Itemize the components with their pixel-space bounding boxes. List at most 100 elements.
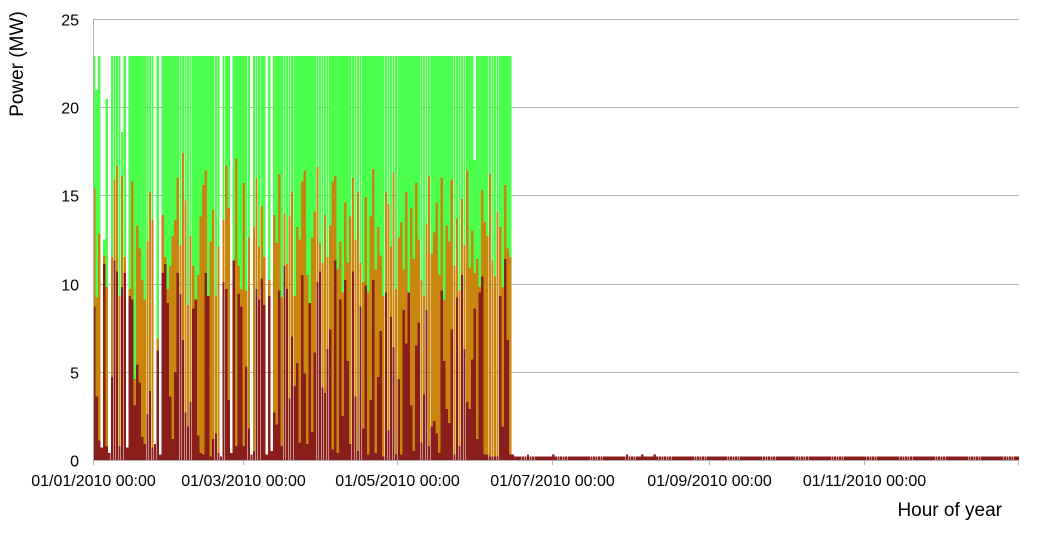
bar-series-2 xyxy=(280,297,284,460)
bar-series-2 xyxy=(412,258,415,460)
bar-series-2 xyxy=(298,239,301,460)
bar-series-3 xyxy=(450,329,454,460)
bar-series-2 xyxy=(184,200,187,460)
bar-series-2 xyxy=(366,292,370,460)
bar-series-3 xyxy=(950,456,953,460)
bar-series-2 xyxy=(331,181,334,461)
bar-series-3 xyxy=(907,456,910,460)
bar-series-3 xyxy=(554,456,558,460)
bar-series-1 xyxy=(468,56,471,460)
bar-series-3 xyxy=(108,452,111,460)
bar-series-3 xyxy=(882,456,885,460)
bar-series-3 xyxy=(947,456,951,460)
bar-series-1 xyxy=(422,56,426,460)
bar-series-3 xyxy=(953,456,956,460)
bar-series-3 xyxy=(694,456,697,460)
bar-series-2 xyxy=(486,235,489,460)
bar-series-3 xyxy=(344,280,347,460)
bar-series-3 xyxy=(724,456,728,460)
bar-series-3 xyxy=(790,456,793,460)
bar-series-3 xyxy=(755,456,758,460)
bar-series-3 xyxy=(346,361,350,460)
bar-series-2 xyxy=(290,191,294,460)
bar-series-3 xyxy=(549,456,552,460)
bar-series-2 xyxy=(450,179,454,460)
bar-series-3 xyxy=(138,382,141,460)
bar-series-3 xyxy=(1001,456,1004,460)
bar-series-1 xyxy=(133,56,136,460)
bar-series-3 xyxy=(214,433,218,460)
bar-series-3 xyxy=(932,456,936,460)
bar-series-3 xyxy=(1013,456,1017,460)
bar-series-1 xyxy=(237,56,240,460)
bar-series-2 xyxy=(275,243,278,460)
bar-series-1 xyxy=(501,56,504,460)
bar-series-3 xyxy=(301,274,304,460)
bar-series-3 xyxy=(128,295,131,460)
bar-series-3 xyxy=(257,299,261,460)
bar-series-2 xyxy=(148,191,152,460)
bar-series-3 xyxy=(849,456,852,460)
bar-series-3 xyxy=(742,456,745,460)
bar-series-3 xyxy=(542,456,545,460)
bar-series-3 xyxy=(630,456,634,460)
bar-series-3 xyxy=(666,456,669,460)
bar-series-3 xyxy=(186,426,190,460)
bar-series-3 xyxy=(633,456,636,460)
bar-series-3 xyxy=(191,308,195,460)
bar-series-3 xyxy=(937,456,941,460)
bar-series-1 xyxy=(245,56,248,460)
bar-series-3 xyxy=(628,456,631,460)
bar-series-3 xyxy=(595,456,598,460)
bar-series-3 xyxy=(288,398,291,460)
bar-series-1 xyxy=(197,56,200,460)
bar-series-2 xyxy=(420,280,423,460)
bar-series-1 xyxy=(321,56,324,460)
bar-series-2 xyxy=(458,290,461,460)
bar-series-3 xyxy=(1006,456,1009,460)
bar-series-3 xyxy=(580,456,583,460)
bar-series-3 xyxy=(836,456,839,460)
bar-series-3 xyxy=(478,292,481,460)
bar-series-3 xyxy=(894,456,898,460)
bar-series-3 xyxy=(800,456,804,460)
bar-series-2 xyxy=(306,274,309,460)
bar-series-3 xyxy=(567,456,570,460)
bar-series-2 xyxy=(313,211,317,460)
bar-series-1 xyxy=(308,56,311,460)
bar-series-3 xyxy=(668,456,672,460)
bar-series-3 xyxy=(240,306,243,460)
bar-series-2 xyxy=(186,304,190,460)
bar-series-1 xyxy=(361,56,365,460)
bar-series-3 xyxy=(620,456,624,460)
bar-series-3 xyxy=(169,396,172,460)
bar-series-2 xyxy=(242,183,246,461)
bar-series-3 xyxy=(331,449,334,460)
bar-series-2 xyxy=(273,214,276,460)
bar-series-3 xyxy=(838,456,842,460)
bar-series-3 xyxy=(608,456,611,460)
bar-series-2 xyxy=(169,265,172,460)
bar-series-2 xyxy=(181,153,185,460)
bar-series-3 xyxy=(275,424,278,460)
bar-series-3 xyxy=(904,456,908,460)
bar-series-3 xyxy=(826,456,829,460)
bar-series-2 xyxy=(410,207,413,460)
bar-series-3 xyxy=(684,456,687,460)
bar-series-3 xyxy=(859,456,862,460)
bar-series-3 xyxy=(115,271,119,460)
bar-series-3 xyxy=(339,299,342,460)
bar-series-3 xyxy=(610,456,613,460)
bar-series-3 xyxy=(714,456,717,460)
bar-series-3 xyxy=(262,304,266,460)
bar-series-3 xyxy=(359,306,362,460)
bar-series-3 xyxy=(808,456,811,460)
bar-series-3 xyxy=(559,456,563,460)
bar-series-3 xyxy=(833,456,837,460)
bar-series-3 xyxy=(536,456,540,460)
bar-series-3 xyxy=(996,456,999,460)
bar-series-3 xyxy=(661,456,664,460)
bar-series-3 xyxy=(727,456,730,460)
bar-series-1 xyxy=(240,56,243,460)
bar-series-2 xyxy=(387,204,390,460)
